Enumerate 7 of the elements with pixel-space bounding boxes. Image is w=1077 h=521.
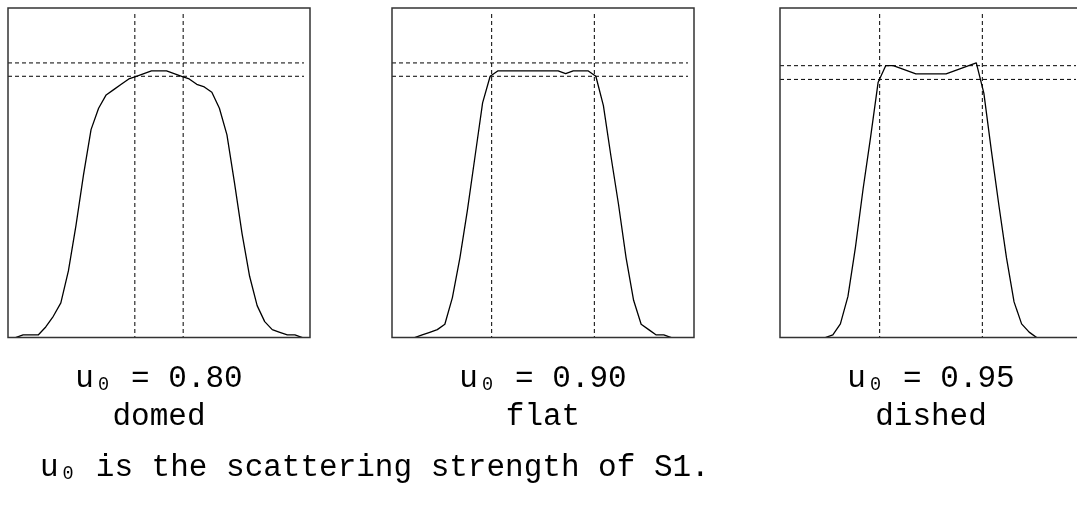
- x-axis-title: u₀ = 0.90: [458, 360, 628, 398]
- text: dished: [874, 398, 988, 436]
- text: flat: [504, 398, 582, 436]
- text: u₀ is the scattering strength of S1.: [40, 449, 710, 487]
- x-axis-title: u₀ = 0.95: [846, 360, 1016, 398]
- text: domed: [111, 398, 207, 436]
- x-axis-title: u₀ = 0.80: [74, 360, 244, 398]
